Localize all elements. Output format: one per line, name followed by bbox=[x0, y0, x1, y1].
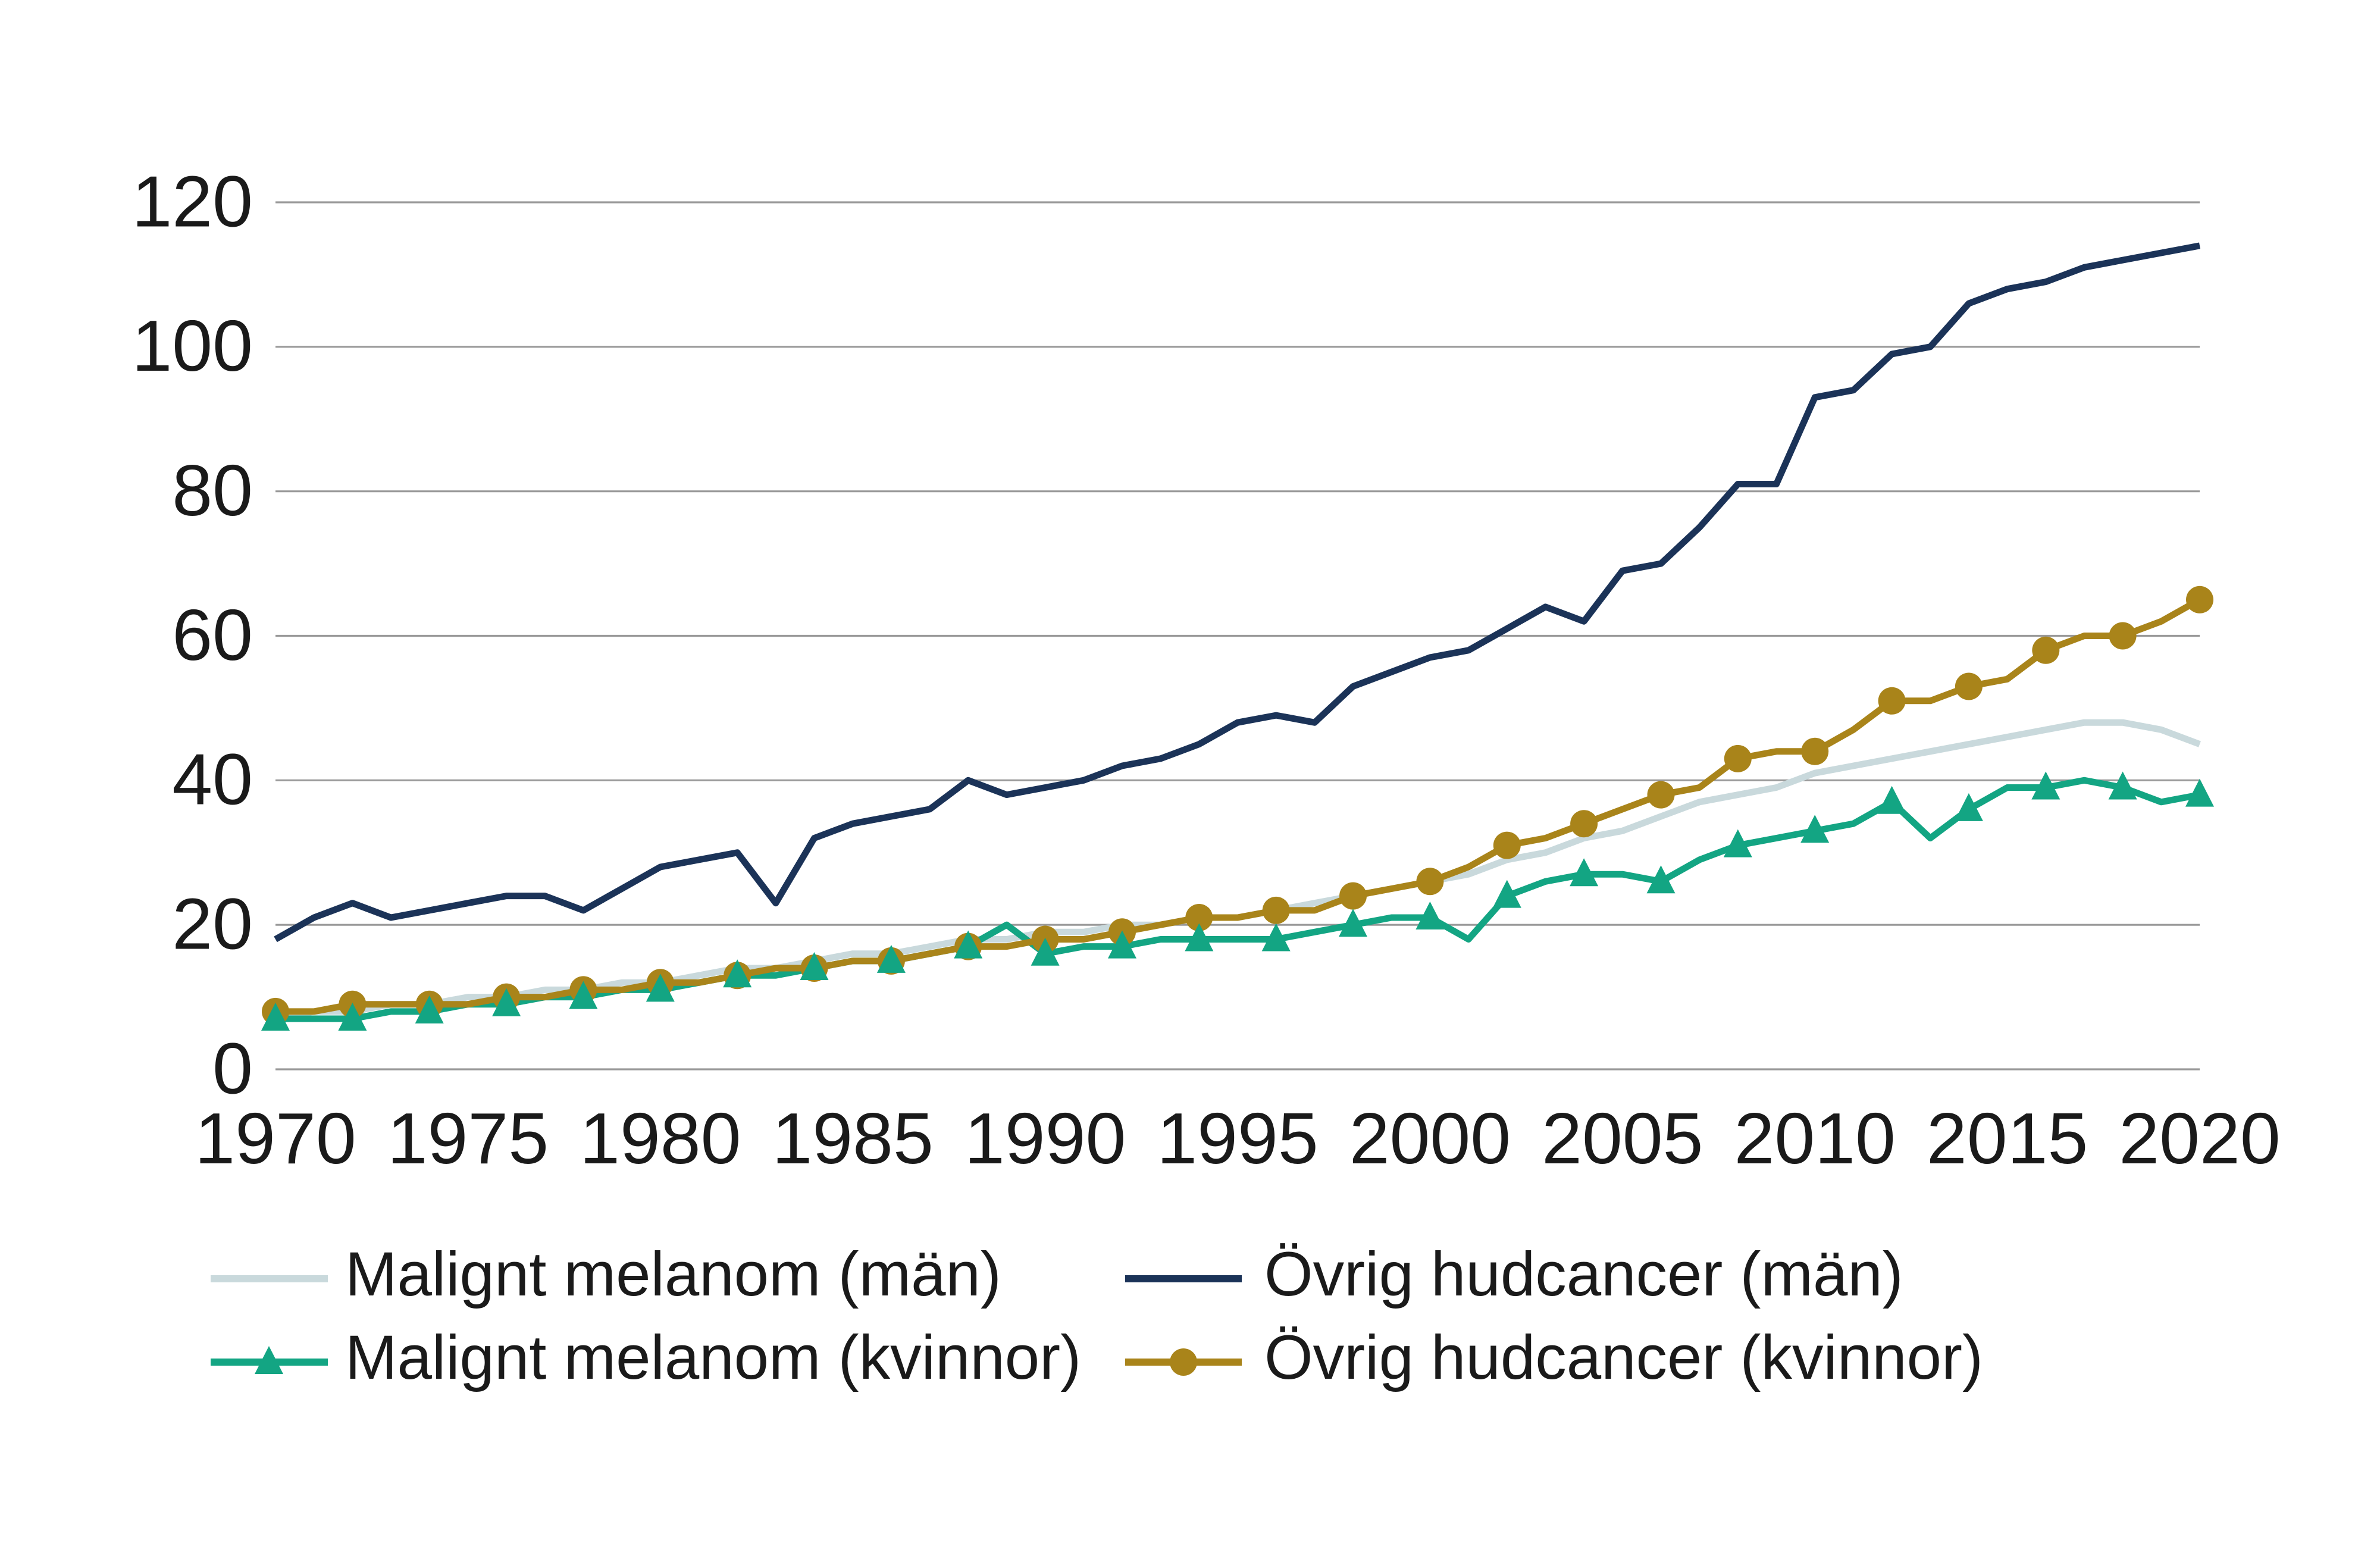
svg-text:20: 20 bbox=[172, 883, 253, 964]
svg-text:1980: 1980 bbox=[580, 1098, 741, 1179]
svg-text:2000: 2000 bbox=[1349, 1098, 1511, 1179]
svg-text:1995: 1995 bbox=[1157, 1098, 1318, 1179]
svg-text:1970: 1970 bbox=[195, 1098, 356, 1179]
svg-text:40: 40 bbox=[172, 739, 253, 820]
svg-text:Övrig hudcancer (kvinnor): Övrig hudcancer (kvinnor) bbox=[1264, 1323, 1983, 1392]
svg-text:Malignt melanom (kvinnor): Malignt melanom (kvinnor) bbox=[345, 1323, 1081, 1392]
svg-text:1990: 1990 bbox=[964, 1098, 1126, 1179]
svg-text:2015: 2015 bbox=[1927, 1098, 2088, 1179]
svg-text:80: 80 bbox=[172, 450, 253, 531]
svg-text:2010: 2010 bbox=[1734, 1098, 1895, 1179]
svg-text:1985: 1985 bbox=[772, 1098, 933, 1179]
svg-text:2020: 2020 bbox=[2119, 1098, 2280, 1179]
svg-text:100: 100 bbox=[131, 305, 253, 386]
svg-text:Malignt melanom (män): Malignt melanom (män) bbox=[345, 1240, 1001, 1309]
svg-text:120: 120 bbox=[131, 161, 253, 242]
svg-text:0: 0 bbox=[212, 1028, 253, 1109]
svg-text:60: 60 bbox=[172, 594, 253, 675]
svg-text:Övrig hudcancer (män): Övrig hudcancer (män) bbox=[1264, 1240, 1903, 1309]
svg-text:2005: 2005 bbox=[1542, 1098, 1703, 1179]
svg-text:1975: 1975 bbox=[387, 1098, 549, 1179]
